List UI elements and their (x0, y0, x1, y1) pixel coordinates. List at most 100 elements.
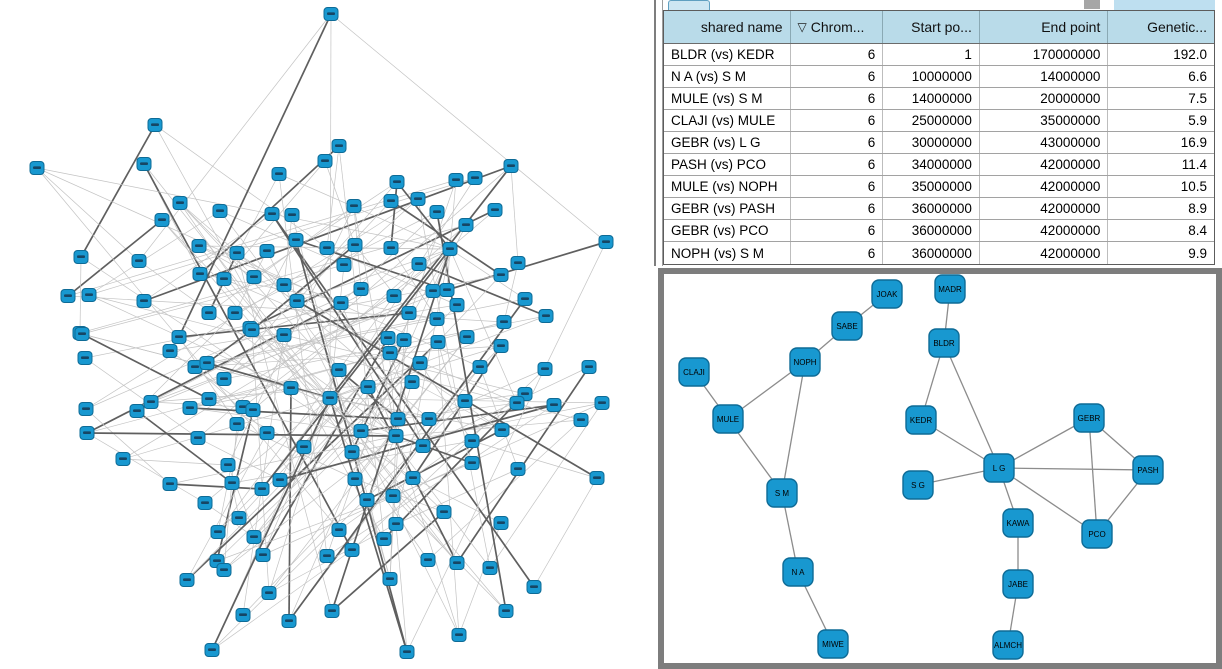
column-header-end-point[interactable]: End point (980, 11, 1109, 43)
network-node[interactable] (201, 392, 217, 406)
network-node[interactable] (510, 462, 526, 476)
network-node[interactable] (259, 244, 275, 258)
table-cell[interactable]: 43000000 (980, 132, 1109, 153)
network-node[interactable] (546, 398, 562, 412)
network-node[interactable] (347, 472, 363, 486)
network-node[interactable] (415, 439, 431, 453)
network-node[interactable] (526, 580, 542, 594)
network-node[interactable] (410, 192, 426, 206)
subnetwork-node-miwe[interactable]: MIWE (817, 629, 849, 659)
network-node[interactable] (346, 199, 362, 213)
subnetwork-node-shape[interactable] (928, 328, 960, 358)
network-node[interactable] (589, 471, 605, 485)
table-row[interactable]: GEBR (vs) L G 6 30000000 43000000 16.9 (664, 132, 1214, 154)
network-node[interactable] (383, 241, 399, 255)
network-node[interactable] (229, 417, 245, 431)
network-node[interactable] (390, 412, 406, 426)
network-node[interactable] (509, 396, 525, 410)
subnetwork-node-madr[interactable]: MADR (934, 274, 966, 304)
subnetwork-node-pash[interactable]: PASH (1132, 455, 1164, 485)
column-header-genetic[interactable]: Genetic... (1108, 11, 1214, 43)
table-cell[interactable]: NOPH (vs) S M (664, 242, 791, 264)
network-node[interactable] (210, 525, 226, 539)
network-node[interactable] (331, 363, 347, 377)
table-cell[interactable]: GEBR (vs) L G (664, 132, 791, 153)
network-node[interactable] (498, 604, 514, 618)
table-cell[interactable]: 6 (791, 220, 884, 241)
subnetwork-node-gebr[interactable]: GEBR (1073, 403, 1105, 433)
subnetwork-node-shape[interactable] (789, 347, 821, 377)
network-node[interactable] (284, 208, 300, 222)
table-cell[interactable]: 8.4 (1188, 223, 1207, 238)
subnetwork-node-claji[interactable]: CLAJI (678, 357, 710, 387)
panel-splitter[interactable] (654, 0, 663, 266)
network-node[interactable] (254, 482, 270, 496)
network-node[interactable] (171, 330, 187, 344)
subnetwork-edge-l-g-pash[interactable] (998, 467, 1149, 471)
network-node[interactable] (131, 254, 147, 268)
table-cell[interactable]: 35000000 (883, 176, 980, 197)
network-node[interactable] (399, 645, 415, 659)
subnetwork-node-shape[interactable] (817, 629, 849, 659)
network-node[interactable] (538, 309, 554, 323)
table-cell[interactable]: MULE (vs) NOPH (664, 176, 791, 197)
network-node[interactable] (430, 335, 446, 349)
subnetwork-node-kawa[interactable]: KAWA (1002, 508, 1034, 538)
network-node[interactable] (162, 477, 178, 491)
table-tab-stub[interactable] (668, 0, 710, 10)
network-node[interactable] (281, 614, 297, 628)
network-node[interactable] (385, 489, 401, 503)
subnetwork-node-shape[interactable] (831, 311, 863, 341)
network-node[interactable] (216, 372, 232, 386)
table-cell[interactable]: PASH (vs) PCO (664, 154, 791, 175)
table-cell[interactable]: 6 (791, 132, 884, 153)
network-node[interactable] (255, 548, 271, 562)
subnetwork-node-shape[interactable] (766, 478, 798, 508)
network-node[interactable] (296, 440, 312, 454)
network-node[interactable] (29, 161, 45, 175)
table-cell[interactable]: 42000000 (980, 220, 1109, 241)
table-cell[interactable]: 6.6 (1188, 69, 1207, 84)
network-node[interactable] (404, 375, 420, 389)
network-node[interactable] (439, 283, 455, 297)
table-cell[interactable]: 42000000 (980, 198, 1109, 219)
subnetwork-canvas[interactable]: JOAK SABE NOPH CLAJI MULE S M N A MIWE MADR BLDR K… (664, 274, 1216, 663)
subnetwork-node-s-g[interactable]: S G (902, 470, 934, 500)
network-node[interactable] (289, 294, 305, 308)
network-node[interactable] (380, 331, 396, 345)
network-node[interactable] (191, 239, 207, 253)
table-cell[interactable]: 42000000 (980, 242, 1109, 264)
network-node[interactable] (412, 356, 428, 370)
network-node[interactable] (60, 289, 76, 303)
network-node[interactable] (201, 306, 217, 320)
network-node[interactable] (74, 327, 90, 341)
network-node[interactable] (451, 628, 467, 642)
network-node[interactable] (204, 643, 220, 657)
network-node[interactable] (360, 380, 376, 394)
table-cell[interactable]: CLAJI (vs) MULE (664, 110, 791, 131)
network-node[interactable] (78, 402, 94, 416)
table-cell[interactable]: 5.9 (1188, 113, 1207, 128)
table-cell[interactable]: 14000000 (980, 66, 1109, 87)
network-node[interactable] (493, 516, 509, 530)
network-node[interactable] (510, 256, 526, 270)
network-node[interactable] (216, 272, 232, 286)
network-node[interactable] (229, 246, 245, 260)
subnetwork-node-shape[interactable] (678, 357, 710, 387)
network-node[interactable] (487, 203, 503, 217)
network-node[interactable] (457, 394, 473, 408)
table-cell[interactable]: 36000000 (883, 220, 980, 241)
network-node[interactable] (235, 608, 251, 622)
network-node[interactable] (288, 233, 304, 247)
table-row[interactable]: CLAJI (vs) MULE 6 25000000 35000000 5.9 (664, 110, 1214, 132)
table-cell[interactable]: 1 (883, 44, 980, 65)
network-node[interactable] (199, 356, 215, 370)
subnetwork-edge-gebr-pco[interactable] (1088, 417, 1098, 535)
table-cell[interactable]: 10000000 (883, 66, 980, 87)
network-node[interactable] (81, 288, 97, 302)
table-cell[interactable]: 6 (791, 154, 884, 175)
table-cell[interactable]: 6 (791, 88, 884, 109)
table-cell[interactable]: 16.9 (1180, 135, 1207, 150)
network-node[interactable] (449, 556, 465, 570)
network-node[interactable] (259, 426, 275, 440)
